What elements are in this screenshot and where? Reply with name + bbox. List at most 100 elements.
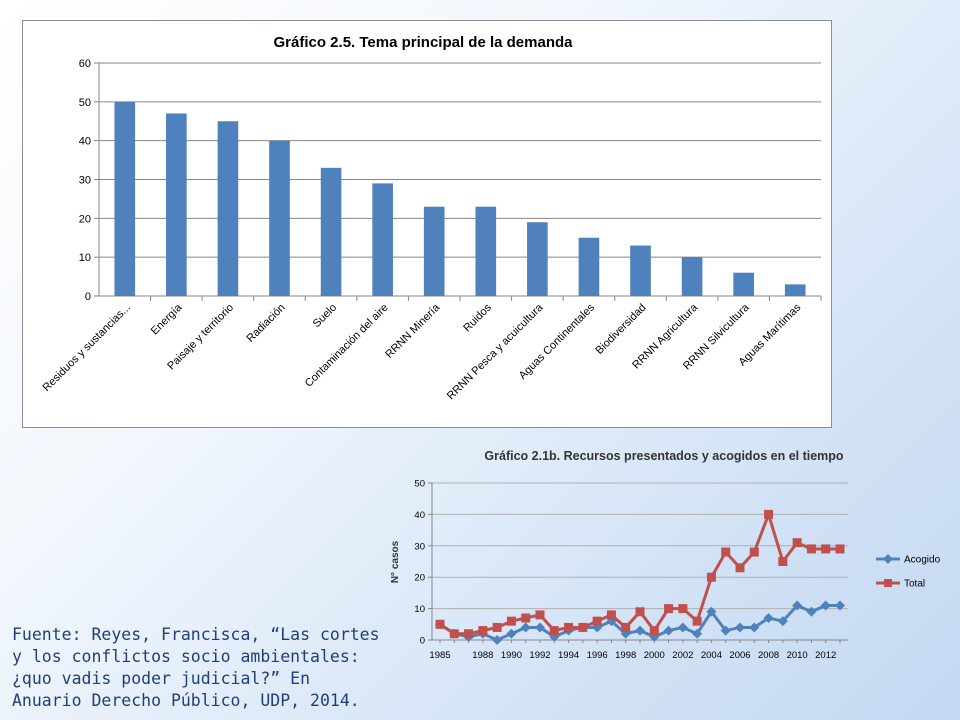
line-chart-point (564, 622, 574, 632)
bar-chart-category-label: Residuos y sustancias... (41, 302, 133, 394)
line-chart-point (449, 629, 459, 639)
line-chart-point (506, 628, 517, 639)
line-chart-point (706, 572, 716, 582)
line-chart-point (749, 622, 760, 633)
line-chart-y-tick-label: 30 (414, 541, 425, 552)
line-chart-x-tick-label: 2008 (758, 650, 779, 661)
line-chart-point (635, 607, 645, 617)
line-chart-point (464, 629, 474, 639)
bar-chart-category-label: Suelo (311, 302, 339, 330)
line-chart-point (678, 604, 688, 614)
line-chart-point (635, 625, 645, 636)
line-chart-point (606, 610, 616, 620)
bar-chart-bar (114, 101, 136, 296)
line-chart-point (677, 622, 688, 633)
line-chart-point (535, 622, 545, 633)
line-chart-y-tick-label: 20 (414, 573, 425, 584)
line-chart-point (777, 616, 788, 627)
source-note: Fuente: Reyes, Francisca, “Las cortes y … (12, 625, 380, 710)
line-chart-y-tick-label: 40 (414, 510, 425, 521)
line-chart-point (535, 610, 545, 620)
bar-chart-bar (166, 113, 187, 296)
line-chart-point (664, 604, 674, 614)
bar-chart-bar (423, 206, 445, 296)
bar-chart-category-label: Ruidos (461, 301, 494, 334)
bar-chart-bar (269, 140, 290, 296)
bar-chart-svg: Gráfico 2.5. Tema principal de la demand… (41, 34, 822, 402)
bar-chart-y-tick-label: 40 (79, 136, 91, 148)
line-chart-point (663, 625, 674, 636)
line-chart-y-axis-label: N° casos (390, 540, 401, 583)
line-chart-point (820, 600, 831, 611)
line-chart-point (506, 616, 516, 626)
bar-chart-category-label: Biodiversidad (593, 302, 648, 357)
line-chart-point (620, 628, 631, 639)
line-chart-point (764, 509, 774, 519)
line-chart-point (649, 626, 659, 636)
bar-chart-bar (527, 222, 548, 296)
bar-chart-category-label: Radiación (245, 302, 288, 345)
legend-marker (883, 554, 893, 564)
line-chart-point (692, 616, 702, 626)
bar-chart-y-tick-label: 10 (79, 252, 91, 264)
bar-chart-category-label: Contaminación del aire (303, 302, 391, 390)
line-chart-x-tick-label: 2012 (815, 650, 836, 661)
bar-chart-bar (784, 284, 806, 296)
line-chart-point (549, 626, 559, 636)
legend-label: Total (904, 579, 925, 590)
line-chart-title: Gráfico 2.1b. Recursos presentados y aco… (484, 449, 844, 463)
line-chart-x-tick-label: 2000 (644, 650, 665, 661)
legend-marker (884, 579, 892, 587)
line-chart-point (621, 622, 631, 632)
line-chart-point (520, 622, 531, 633)
line-chart-point (735, 563, 745, 573)
line-chart-point (792, 538, 802, 548)
bar-chart-category-label: Energía (149, 301, 185, 337)
line-chart-point (806, 544, 816, 554)
bar-chart-category-label: RRNN Pesca y acuicultura (445, 301, 546, 402)
line-chart-point (735, 622, 745, 633)
line-chart-y-tick-label: 50 (414, 479, 425, 490)
bar-chart-bar (475, 206, 497, 296)
line-chart-point (778, 557, 788, 566)
line-chart-x-tick-label: 2010 (787, 650, 808, 661)
line-chart-x-tick-label: 2006 (729, 650, 750, 661)
bar-chart-tema-demanda: Gráfico 2.5. Tema principal de la demand… (22, 20, 832, 428)
bar-chart-bar (733, 272, 754, 296)
bar-chart-bar (681, 257, 703, 296)
line-chart-point (492, 635, 503, 645)
bar-chart-bar (578, 237, 600, 296)
line-chart-x-tick-label: 1985 (429, 650, 450, 661)
bar-chart-bar (217, 121, 239, 296)
line-chart-point (649, 631, 660, 642)
line-chart-point (492, 622, 502, 632)
line-chart-x-tick-label: 1996 (587, 650, 608, 661)
bar-chart-bar (372, 183, 393, 296)
line-chart-point (478, 626, 488, 636)
line-chart-point (749, 547, 759, 557)
line-chart-point (792, 600, 803, 611)
legend-label: Acogido (904, 555, 941, 566)
line-chart-x-tick-label: 2002 (672, 650, 693, 661)
line-chart-point (835, 600, 845, 611)
line-chart-point (835, 544, 845, 554)
line-chart-point (720, 625, 731, 636)
line-chart-recursos: Gráfico 2.1b. Recursos presentados y aco… (382, 440, 942, 670)
bar-chart-bar (630, 245, 651, 296)
line-chart-y-tick-label: 0 (420, 636, 425, 647)
line-chart-x-tick-label: 1990 (501, 650, 522, 661)
line-chart-point (521, 613, 531, 623)
line-chart-point (721, 547, 731, 557)
line-chart-x-tick-label: 1994 (558, 650, 579, 661)
bar-chart-y-tick-label: 50 (79, 97, 91, 109)
line-chart-point (578, 622, 588, 632)
bar-chart-y-tick-label: 20 (79, 213, 91, 225)
line-chart-point (763, 613, 774, 624)
bar-chart-y-tick-label: 0 (85, 291, 91, 303)
bar-chart-bar (320, 167, 342, 296)
bar-chart-y-tick-label: 60 (79, 58, 91, 70)
line-chart-point (692, 628, 703, 639)
line-chart-point (435, 619, 445, 629)
bar-chart-title: Gráfico 2.5. Tema principal de la demand… (274, 34, 574, 51)
line-chart-svg: Gráfico 2.1b. Recursos presentados y aco… (390, 449, 941, 661)
